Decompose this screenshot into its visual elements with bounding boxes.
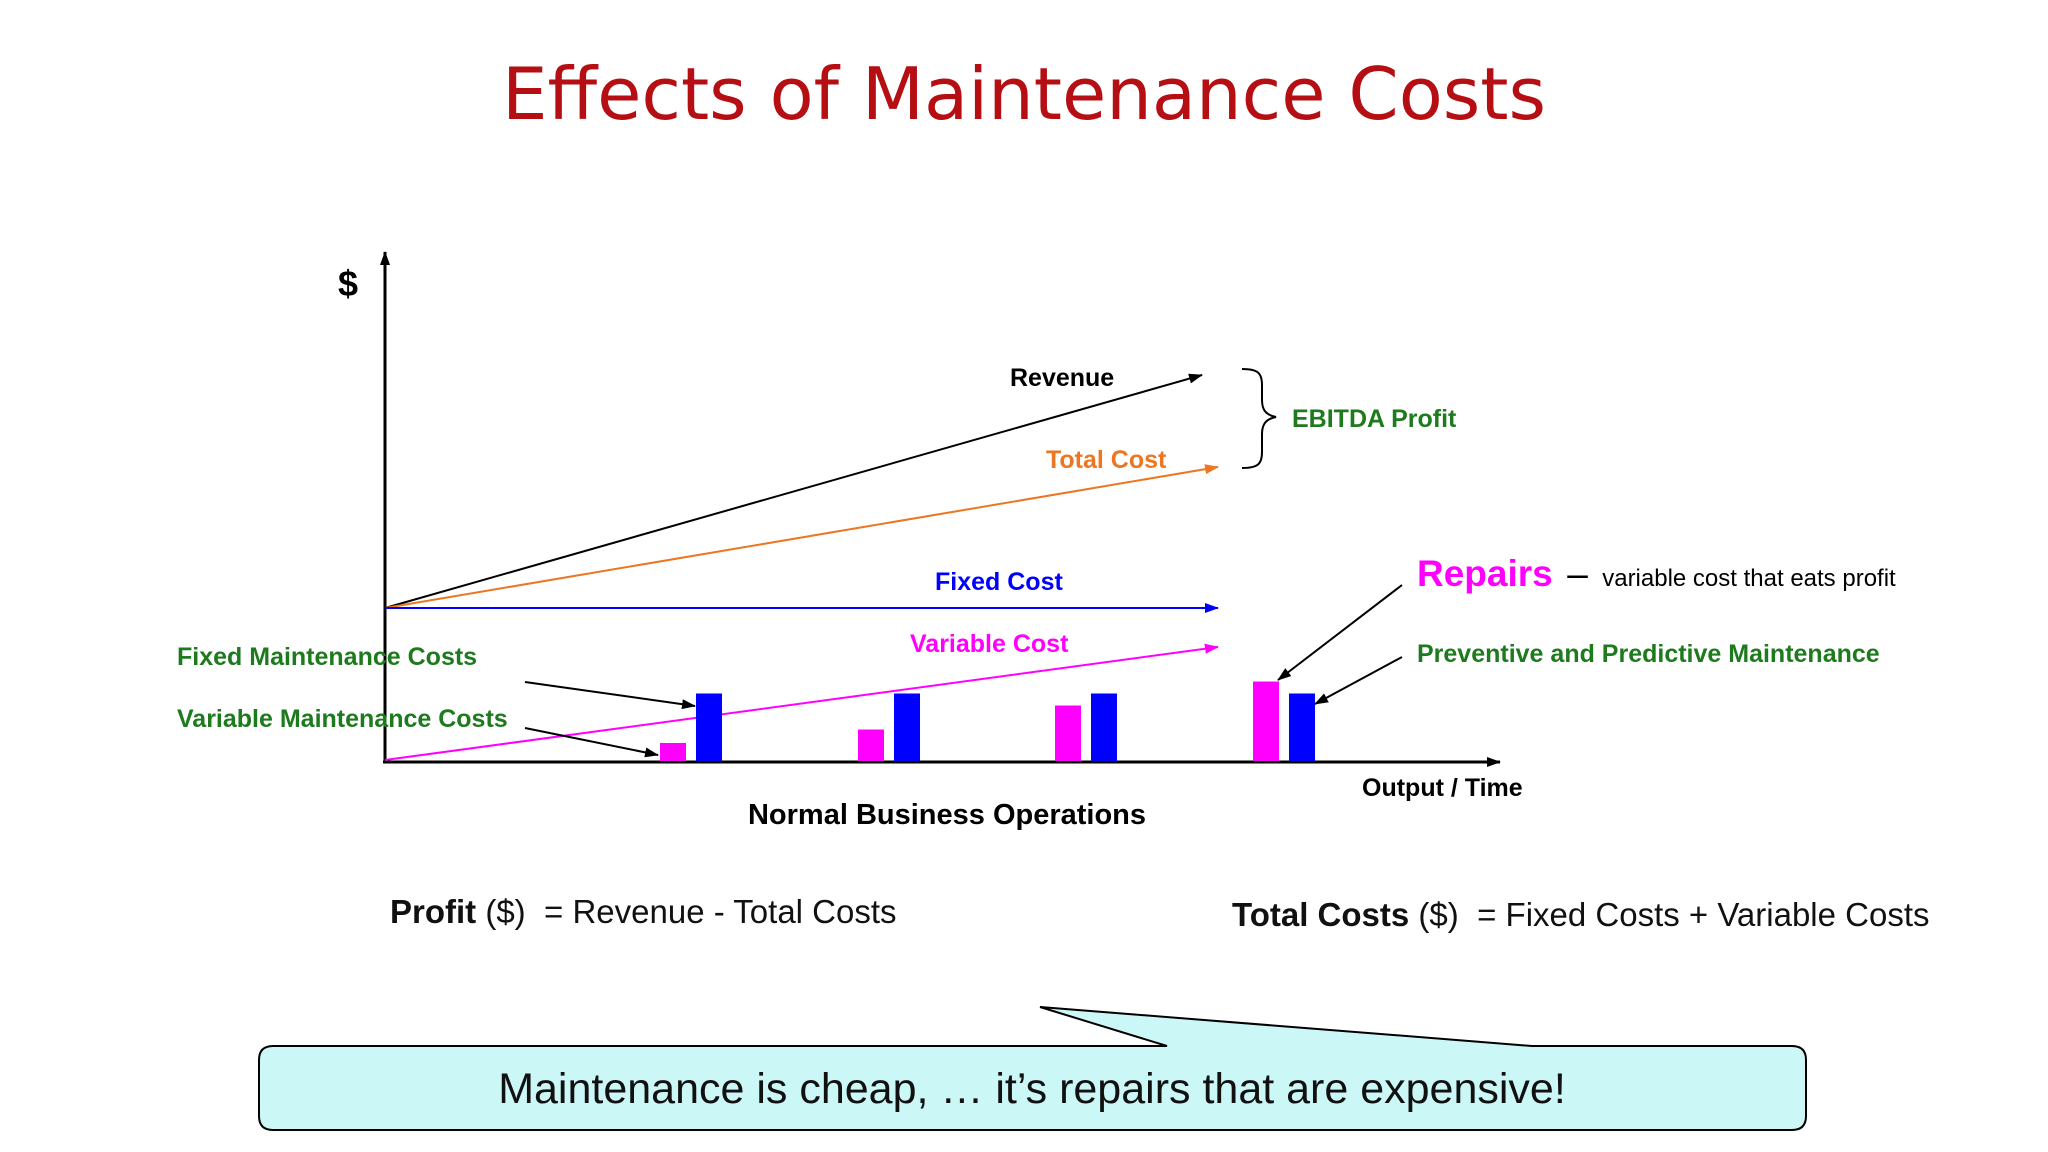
x-axis-label: Output / Time <box>1362 774 1523 802</box>
variable-maintenance-pointer <box>524 727 659 758</box>
fixed-cost-label: Fixed Cost <box>935 568 1063 596</box>
slide-title: Effects of Maintenance Costs <box>501 52 1547 136</box>
total-cost-label: Total Cost <box>1046 446 1167 474</box>
fixed-maintenance-bar <box>894 693 920 761</box>
repairs-dash: – <box>1567 553 1588 594</box>
total-costs-rhs: = Fixed Costs + Variable Costs <box>1477 896 1930 933</box>
preventive-pointer <box>1314 656 1403 705</box>
profit-unit: ($) <box>485 893 526 930</box>
preventive-maintenance-label: Preventive and Predictive Maintenance <box>1417 640 1880 668</box>
repairs-annotation: Repairs – variable cost that eats profit <box>1417 553 1896 594</box>
variable-maintenance-bar <box>660 743 686 761</box>
total-cost-line <box>384 464 1219 609</box>
profit-brace <box>1241 368 1277 469</box>
fixed-maintenance-pointer <box>524 681 696 710</box>
repairs-pointer <box>1277 584 1403 681</box>
variable-cost-line <box>384 643 1219 761</box>
revenue-line <box>384 373 1203 609</box>
fixed-maintenance-bar <box>696 693 722 761</box>
diagram-caption: Normal Business Operations <box>748 799 1146 831</box>
callout-text: Maintenance is cheap, … it’s repairs tha… <box>498 1064 1566 1113</box>
fixed-maintenance-bar <box>1091 693 1117 761</box>
repairs-title: Repairs <box>1417 553 1553 594</box>
y-axis-label: $ <box>338 263 358 304</box>
variable-maintenance-label: Variable Maintenance Costs <box>177 705 508 733</box>
fixed-maintenance-bar <box>1289 693 1315 761</box>
callout-bubble <box>258 1006 1807 1131</box>
ebitda-profit-label: EBITDA Profit <box>1292 405 1457 433</box>
maintenance-bars <box>660 681 1315 761</box>
total-costs-term: Total Costs <box>1232 896 1410 933</box>
variable-cost-label: Variable Cost <box>910 630 1069 658</box>
fixed-maintenance-label: Fixed Maintenance Costs <box>177 643 477 671</box>
variable-maintenance-bar <box>1055 705 1081 761</box>
total-costs-unit: ($) <box>1418 896 1459 933</box>
profit-term: Profit <box>390 893 477 930</box>
profit-rhs: = Revenue - Total Costs <box>544 893 897 930</box>
repairs-description: variable cost that eats profit <box>1602 565 1896 592</box>
variable-maintenance-bar <box>1253 681 1279 761</box>
profit-formula: Profit ($) = Revenue - Total Costs <box>390 893 897 931</box>
variable-maintenance-bar <box>858 729 884 761</box>
total-costs-formula: Total Costs ($) = Fixed Costs + Variable… <box>1232 896 1930 934</box>
revenue-label: Revenue <box>1010 364 1114 392</box>
